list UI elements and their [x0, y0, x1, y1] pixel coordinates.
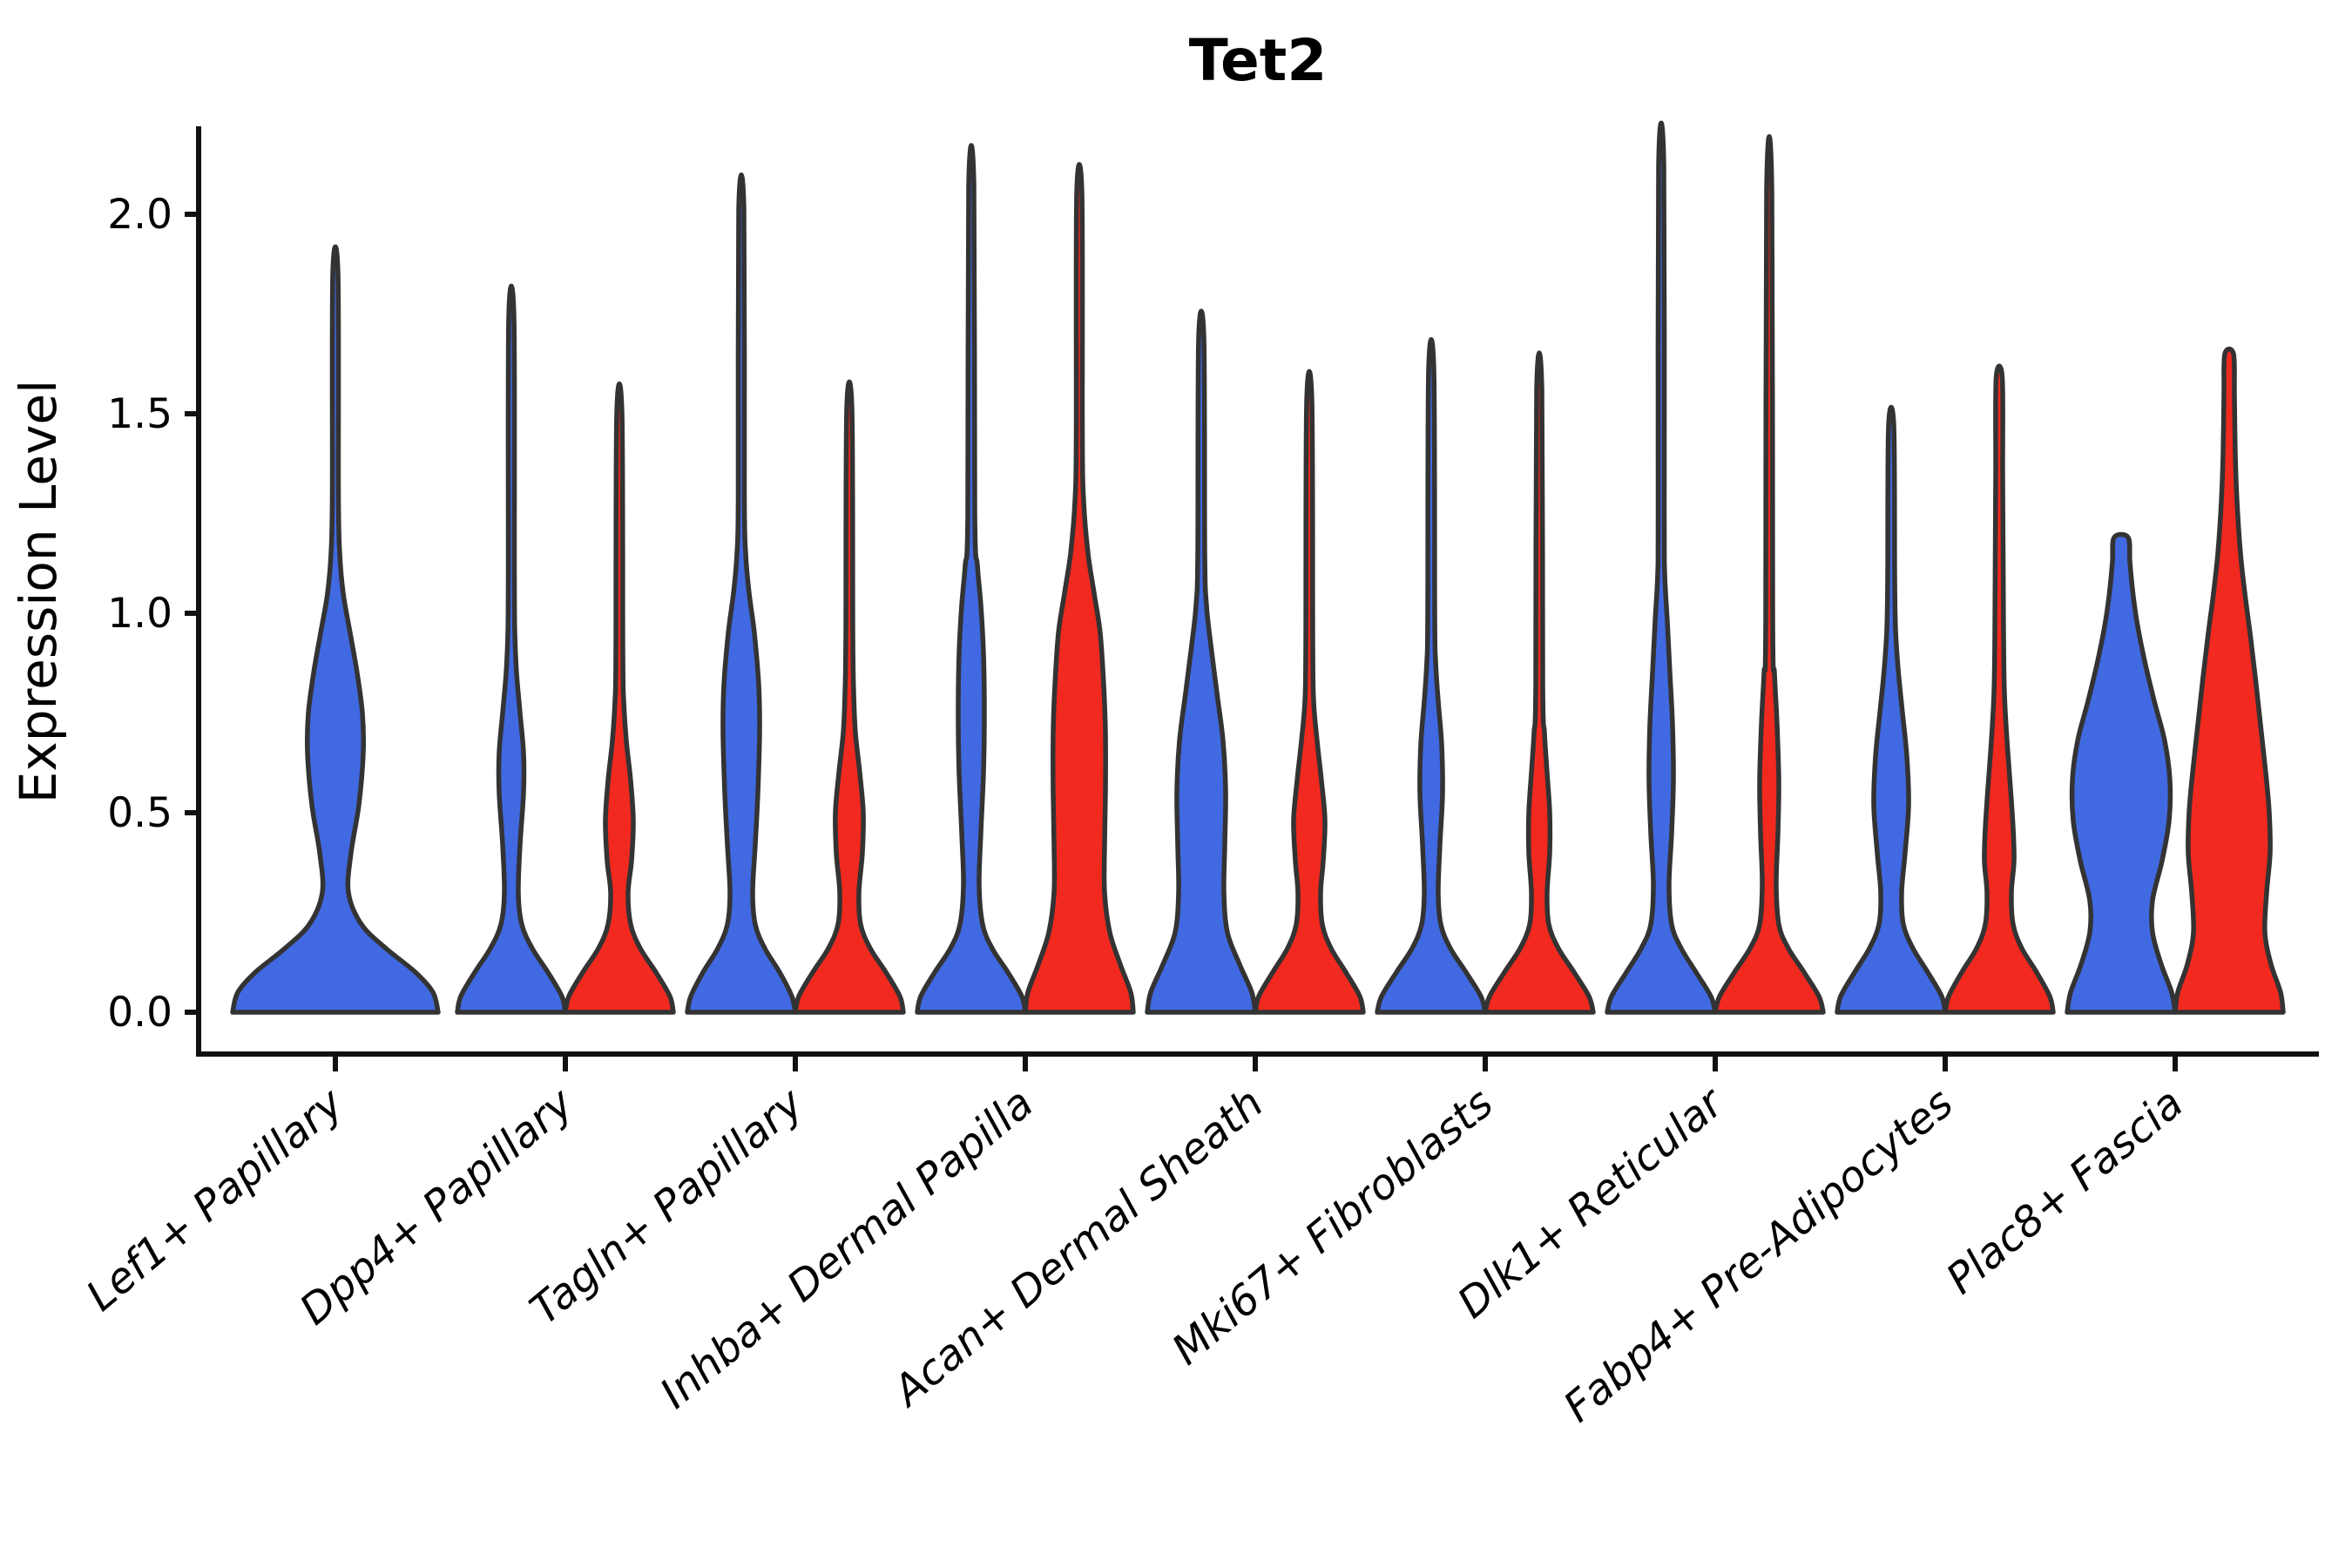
violin-group-dpp4-papillary	[455, 283, 676, 1015]
violin-fabp4-pre-adipocytes-red	[1943, 363, 2056, 1015]
x-tick-label-fabp4-pre-adipocytes: Fabp4+ Pre-Adipocytes	[1555, 1078, 1963, 1432]
violin-group-plac8-fascia	[2065, 346, 2286, 1015]
violin-plac8-fascia-red	[2173, 346, 2286, 1015]
violin-group-tagln-papillary	[685, 172, 906, 1015]
violin-inhba-dermal-papilla-red	[1023, 162, 1136, 1015]
violin-acan-dermal-sheath-red	[1253, 368, 1366, 1015]
violin-fabp4-pre-adipocytes-blue	[1835, 404, 1948, 1015]
violin-dpp4-papillary-red	[563, 381, 676, 1015]
violin-tagln-papillary-blue	[685, 172, 798, 1015]
y-tick-label: 0.0	[107, 989, 172, 1037]
x-tick-label-inhba-dermal-papilla: Inhba+ Dermal Papilla	[651, 1078, 1042, 1418]
violin-dlk1-reticular-red	[1713, 134, 1826, 1015]
violin-lef1-papillary-blue	[230, 244, 441, 1015]
violin-plac8-fascia-blue	[2065, 531, 2178, 1015]
violin-group-lef1-papillary	[230, 244, 441, 1015]
violin-mki67-fibroblasts-blue	[1375, 336, 1488, 1015]
violin-group-acan-dermal-sheath	[1145, 308, 1366, 1015]
violin-group-inhba-dermal-papilla	[915, 143, 1136, 1015]
y-tick-label: 2.0	[107, 191, 172, 239]
chart-title: Tet2	[1189, 27, 1328, 94]
violin-inhba-dermal-papilla-blue	[915, 143, 1028, 1015]
violin-group-dlk1-reticular	[1605, 120, 1826, 1015]
y-tick-label: 1.0	[107, 590, 172, 638]
violins-layer	[230, 120, 2286, 1015]
y-axis-label: Expression Level	[9, 380, 68, 803]
violin-group-mki67-fibroblasts	[1375, 336, 1596, 1015]
violin-tagln-papillary-red	[793, 379, 906, 1015]
y-tick-label: 0.5	[107, 789, 172, 837]
y-tick-label: 1.5	[107, 390, 172, 438]
x-tick-label-acan-dermal-sheath: Acan+ Dermal Sheath	[882, 1078, 1273, 1416]
x-tick-label-plac8-fascia: Plac8+ Fascia	[1937, 1078, 2193, 1303]
violin-mki67-fibroblasts-red	[1483, 350, 1596, 1015]
violin-acan-dermal-sheath-blue	[1145, 308, 1258, 1015]
violin-dpp4-papillary-blue	[455, 283, 568, 1015]
violin-group-fabp4-pre-adipocytes	[1835, 363, 2056, 1015]
violin-dlk1-reticular-blue	[1605, 120, 1718, 1015]
